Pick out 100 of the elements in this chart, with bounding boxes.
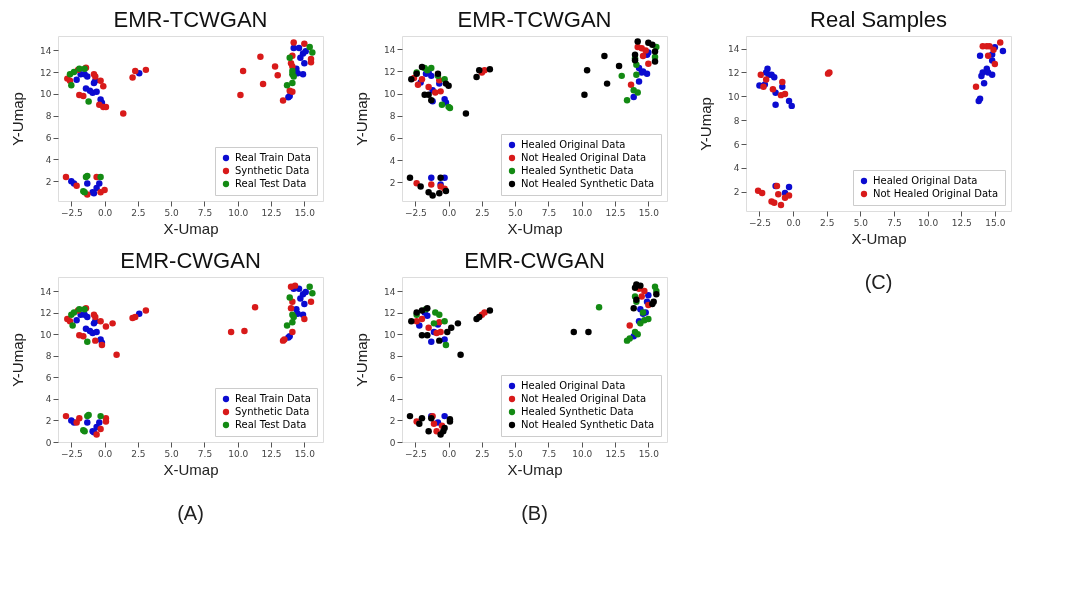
x-tick-label: 15.0 [294,448,316,459]
x-tick-label: 10.0 [572,207,593,218]
y-tick-label: 0 [389,437,396,448]
y-tick-label: 12 [728,67,740,78]
y-tick-label: 6 [733,139,740,150]
x-tick-label: 12.5 [261,448,282,459]
y-tick-label: 2 [45,415,52,426]
y-tick-label: 6 [389,133,396,144]
y-tick-label: 10 [40,329,52,340]
text: (A) [177,502,204,524]
x-axis-title: X-Umap [507,219,563,237]
x-tick-label: −2.5 [404,448,427,459]
x-tick-label: 0.0 [441,207,457,218]
chart-title: Real Samples [810,7,947,32]
x-tick-label: 7.5 [197,207,213,218]
x-tick-label: 15.0 [638,448,660,459]
y-tick-label: 12 [40,308,52,319]
x-tick-label: 12.5 [605,448,626,459]
x-tick-label: −2.5 [404,207,427,218]
y-tick-label: 4 [733,163,740,174]
y-tick-label: 14 [384,44,396,55]
x-tick-label: 7.5 [197,448,213,459]
y-tick-label: 10 [40,89,52,100]
y-tick-label: 12 [384,308,396,319]
x-tick-label: 15.0 [638,207,660,218]
x-tick-label: 10.0 [918,217,939,228]
x-tick-label: 10.0 [228,207,249,218]
y-tick-label: 6 [389,372,396,383]
legend-label: Synthetic Data [235,165,310,176]
chart-title: EMR-CWGAN [464,248,605,273]
y-tick-label: 4 [389,394,396,405]
y-tick-label: 14 [40,286,52,297]
y-tick-label: 4 [45,154,52,165]
y-tick-label: 10 [384,329,396,340]
y-tick-label: 10 [384,89,396,100]
legend-label: Real Test Data [235,178,307,189]
x-tick-label: 7.5 [541,448,557,459]
x-tick-label: 0.0 [97,448,113,459]
y-tick-label: 12 [384,66,396,77]
x-axis-title: X-Umap [507,460,563,478]
y-tick-label: 4 [389,155,396,166]
legend-label: Not Healed Synthetic Data [521,178,655,189]
y-tick-label: 8 [733,115,740,126]
x-axis-title: X-Umap [163,460,219,478]
x-tick-label: 5.0 [853,217,869,228]
y-tick-label: 2 [389,177,396,188]
y-tick-label: 6 [45,133,52,144]
y-tick-label: 14 [728,44,740,55]
x-tick-label: 12.5 [261,207,282,218]
y-tick-label: 14 [40,45,52,56]
chart-title: EMR-TCWGAN [457,7,612,32]
legend-label: Not Healed Original Data [521,152,647,163]
x-tick-label: 12.5 [605,207,626,218]
x-axis-title: X-Umap [163,219,219,237]
y-axis-title: Y-Umap [9,333,27,387]
x-tick-label: −2.5 [60,207,83,218]
legend-label: Healed Original Data [521,139,626,150]
legend-label: Not Healed Original Data [873,188,999,199]
x-axis-title: X-Umap [851,229,907,247]
legend-label: Healed Original Data [873,175,978,186]
y-tick-label: 8 [45,111,52,122]
y-tick-label: 14 [384,286,396,297]
x-tick-label: 2.5 [475,448,490,459]
y-tick-label: 0 [45,437,52,448]
x-tick-label: 0.0 [441,448,457,459]
x-tick-label: 2.5 [475,207,490,218]
legend-label: Healed Original Data [521,380,626,391]
chart-title: EMR-TCWGAN [113,7,268,32]
y-tick-label: 8 [389,351,396,362]
y-tick-label: 2 [733,187,740,198]
y-axis-title: Y-Umap [353,92,371,146]
x-tick-label: 10.0 [572,448,593,459]
legend-label: Real Test Data [235,419,307,430]
y-axis-title: Y-Umap [697,97,715,151]
x-tick-label: 2.5 [131,207,146,218]
x-tick-label: 5.0 [508,207,524,218]
x-tick-label: 5.0 [508,448,524,459]
legend-label: Healed Synthetic Data [521,165,634,176]
x-tick-label: 0.0 [97,207,113,218]
y-tick-label: 4 [45,394,52,405]
y-tick-label: 10 [728,91,740,102]
y-tick-label: 8 [45,351,52,362]
y-tick-label: 2 [389,415,396,426]
x-tick-label: −2.5 [749,217,771,228]
x-tick-label: 2.5 [820,217,835,228]
y-tick-label: 6 [45,372,52,383]
legend-label: Real Train Data [235,152,311,163]
legend-label: Not Healed Original Data [521,393,647,404]
legend-label: Synthetic Data [235,406,310,417]
y-tick-label: 8 [389,111,396,122]
x-tick-label: 7.5 [541,207,557,218]
x-tick-label: 15.0 [985,217,1006,228]
x-tick-label: 7.5 [887,217,902,228]
y-tick-label: 2 [45,176,52,187]
x-tick-label: 2.5 [131,448,146,459]
x-tick-label: 5.0 [164,207,180,218]
y-tick-label: 12 [40,67,52,78]
x-tick-label: −2.5 [60,448,83,459]
text: (C) [864,271,893,293]
legend-label: Real Train Data [235,393,311,404]
